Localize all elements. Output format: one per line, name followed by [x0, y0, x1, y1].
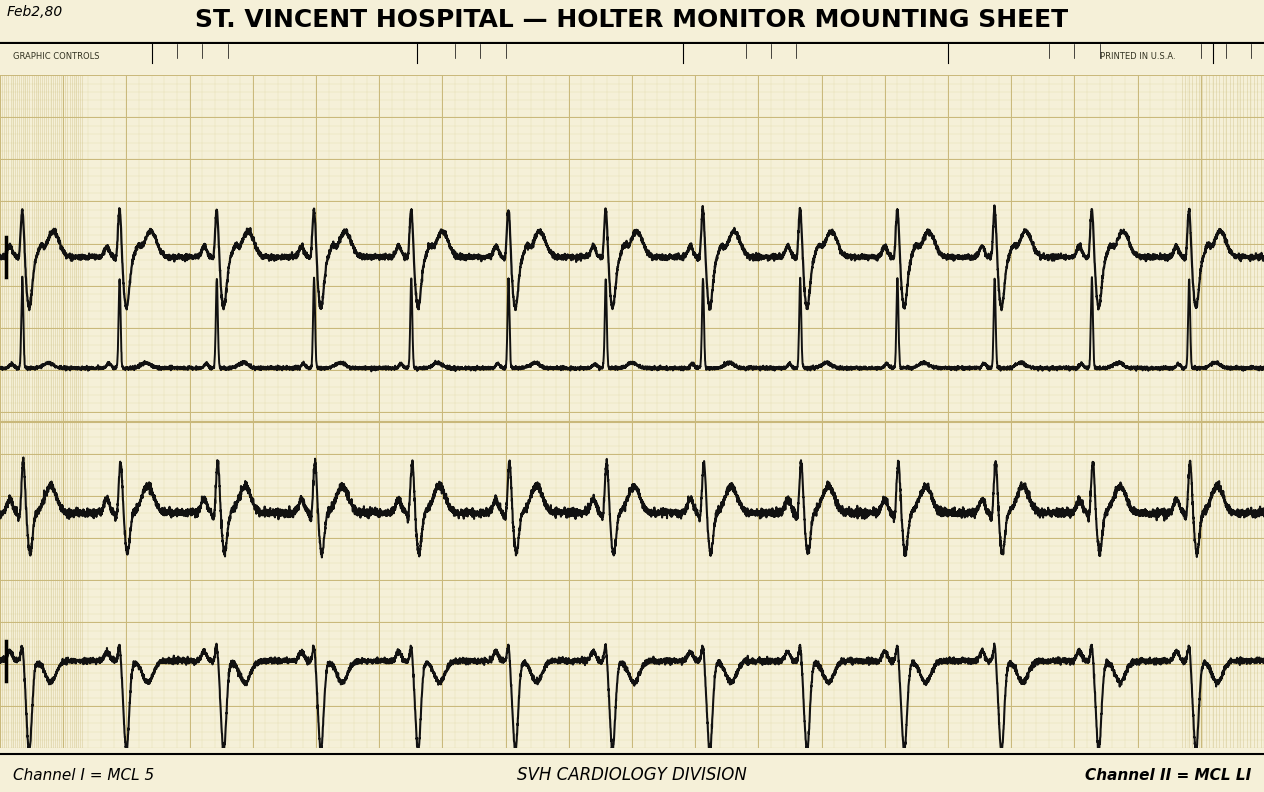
Text: PRINTED IN U.S.A.: PRINTED IN U.S.A. [1100, 51, 1176, 61]
Text: Feb2,80: Feb2,80 [6, 6, 63, 19]
Text: GRAPHIC CONTROLS: GRAPHIC CONTROLS [13, 51, 99, 61]
Text: SVH CARDIOLOGY DIVISION: SVH CARDIOLOGY DIVISION [517, 767, 747, 784]
Text: Channel II = MCL LI: Channel II = MCL LI [1085, 768, 1251, 783]
Text: Channel I = MCL 5: Channel I = MCL 5 [13, 768, 154, 783]
Text: ST. VINCENT HOSPITAL — HOLTER MONITOR MOUNTING SHEET: ST. VINCENT HOSPITAL — HOLTER MONITOR MO… [196, 8, 1068, 32]
